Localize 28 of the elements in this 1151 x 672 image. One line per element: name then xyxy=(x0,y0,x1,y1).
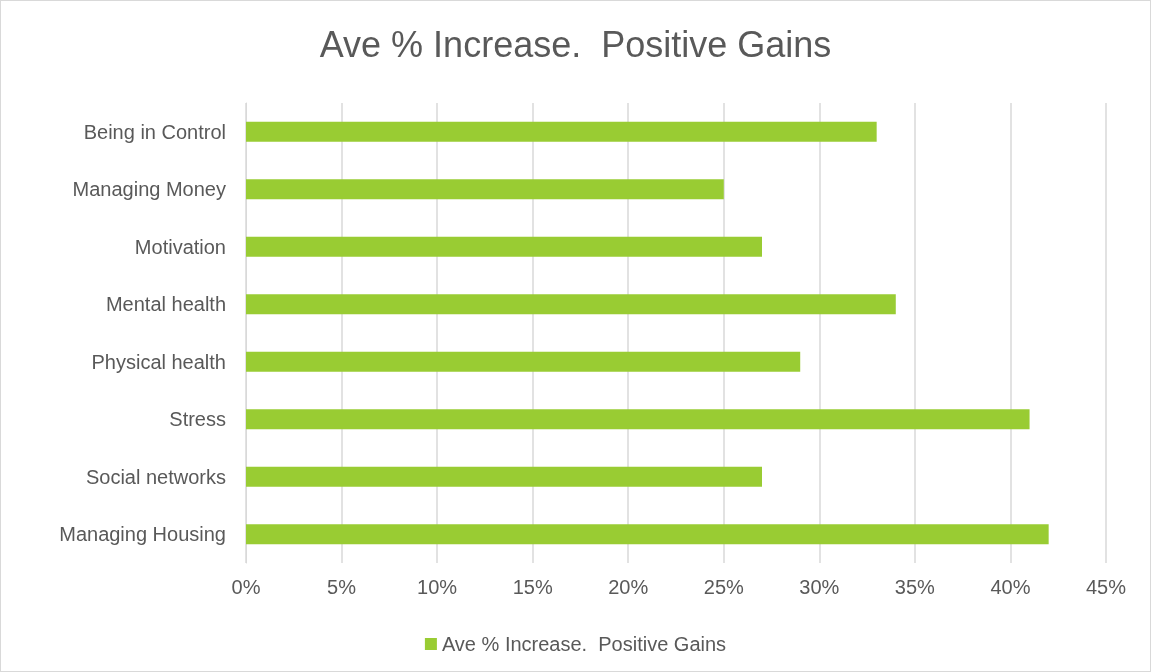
x-tick-label: 0% xyxy=(231,576,261,598)
bar xyxy=(246,121,877,142)
y-tick-label: Stress xyxy=(169,408,226,431)
x-tick-label: 40% xyxy=(990,576,1031,598)
x-tick-label: 10% xyxy=(417,576,458,598)
y-tick-label: Mental health xyxy=(105,293,226,316)
bar xyxy=(246,236,762,257)
x-tick-label: 25% xyxy=(703,576,745,598)
x-tick-label: 45% xyxy=(1085,576,1127,598)
bar xyxy=(246,466,762,487)
bar xyxy=(246,351,801,372)
y-tick-label: Managing Housing xyxy=(59,523,226,546)
x-tick-label: 35% xyxy=(894,576,936,598)
legend-label: Ave % Increase. Positive Gains xyxy=(441,633,727,655)
x-tick-label: 15% xyxy=(512,576,553,598)
x-tick-label: 30% xyxy=(799,576,840,598)
y-tick-label: Motivation xyxy=(134,235,226,258)
bar xyxy=(246,179,724,200)
x-tick-label: 20% xyxy=(608,576,649,598)
y-tick-label: Managing Money xyxy=(72,178,226,201)
x-tick-label: 5% xyxy=(327,576,357,598)
y-tick-label: Being in Control xyxy=(83,120,226,143)
y-tick-label: Physical health xyxy=(91,350,226,373)
bar xyxy=(246,409,1030,430)
y-tick-label: Social networks xyxy=(85,465,226,488)
bar xyxy=(246,294,896,315)
chart-title: Ave % Increase. Positive Gains xyxy=(319,23,832,65)
bar xyxy=(246,524,1049,545)
